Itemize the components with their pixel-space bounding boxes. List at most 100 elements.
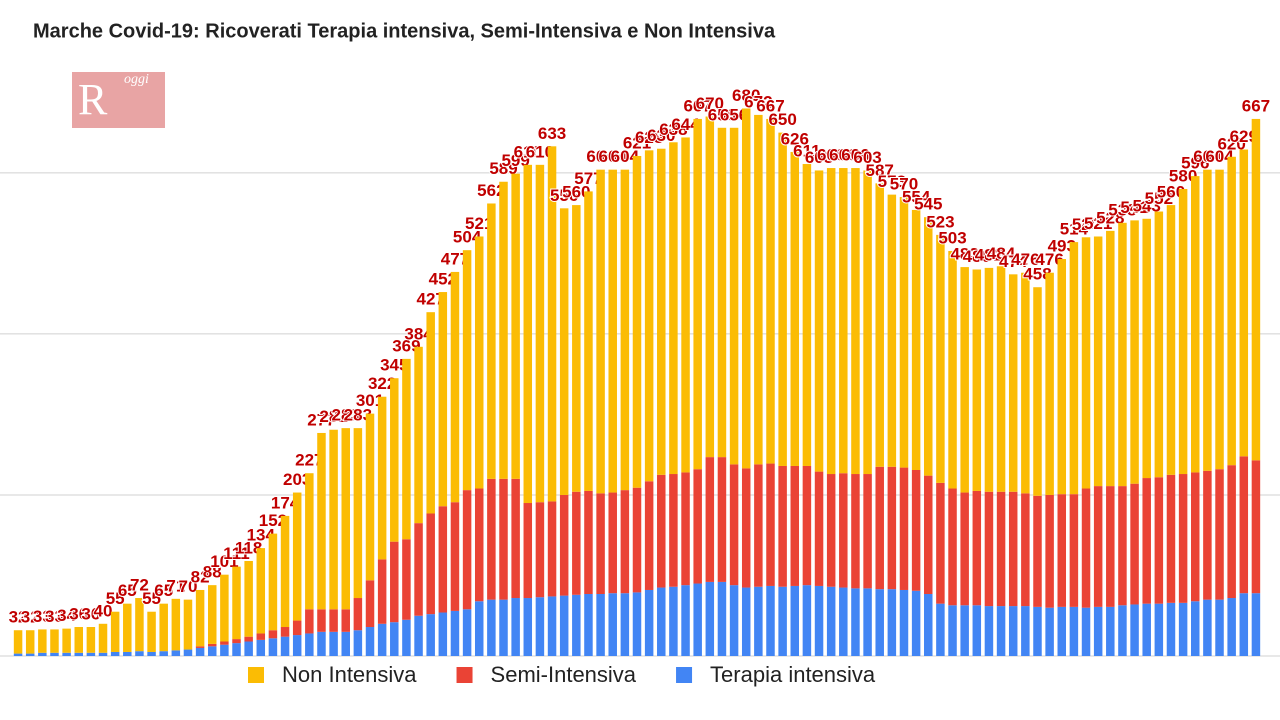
total-label: 101 <box>210 552 238 571</box>
bar-segment <box>875 589 884 656</box>
total-label: 70 <box>179 577 198 596</box>
bar-segment <box>693 118 702 470</box>
total-label: 633 <box>538 124 566 143</box>
logo-letter: R <box>78 75 108 124</box>
bar-segment <box>329 429 338 610</box>
bar-segment <box>353 630 363 656</box>
bar-segment <box>1203 169 1212 471</box>
total-label: 610 <box>526 142 554 161</box>
bar-segment <box>741 468 751 588</box>
bar-segment <box>50 629 59 653</box>
bar-segment <box>523 503 533 599</box>
bar-segment <box>244 641 253 656</box>
bar-segment <box>25 653 35 656</box>
total-label: 610 <box>514 142 542 161</box>
bar-segment <box>899 589 909 656</box>
bar-segment <box>365 627 375 656</box>
bar-segment <box>911 470 921 591</box>
bar-segment <box>717 457 727 582</box>
bar-segment <box>839 473 848 588</box>
bar-segment <box>183 649 193 656</box>
bar-segment <box>814 170 824 472</box>
bar-segment <box>717 127 727 458</box>
bar-segment <box>766 585 775 656</box>
bar-segment <box>984 491 994 607</box>
bar-segment <box>669 586 678 656</box>
bar-segment <box>268 630 278 639</box>
bar-segment <box>1227 156 1236 466</box>
bar-segment <box>402 358 411 540</box>
bar-segment <box>632 487 642 593</box>
bar-segment <box>547 596 557 656</box>
bar-segment <box>390 541 399 623</box>
bar-segment <box>171 598 181 651</box>
legend-label: Terapia intensiva <box>710 662 876 687</box>
bar-segment <box>1093 606 1103 656</box>
bar-segment <box>183 599 193 650</box>
bar-segment <box>207 585 217 644</box>
bar-segment <box>1142 603 1151 656</box>
total-label: 36 <box>69 604 88 623</box>
bar-segment <box>195 647 205 656</box>
bar-segment <box>705 581 715 656</box>
bar-segment <box>875 466 884 590</box>
bar-segment <box>948 250 957 489</box>
bar-segment <box>511 598 520 656</box>
bar-segment <box>863 588 872 656</box>
total-label: 493 <box>1048 237 1076 256</box>
bar-segment <box>608 492 617 594</box>
bar-segment <box>754 464 763 587</box>
legend-swatch <box>248 667 264 683</box>
bar-segment <box>1215 169 1224 470</box>
bar-segment <box>487 203 496 479</box>
bar-segment <box>1021 606 1030 656</box>
bar-segment <box>754 586 763 656</box>
bar-segment <box>741 587 751 656</box>
bar-segment <box>608 169 617 493</box>
bar-segment <box>499 181 508 479</box>
bar-segment <box>74 627 83 653</box>
bar-segment <box>1008 274 1018 492</box>
total-label: 604 <box>599 147 628 166</box>
bar-segment <box>38 652 47 656</box>
bar-segment <box>438 612 448 656</box>
bar-segment <box>135 598 144 652</box>
bar-segment <box>1166 205 1176 475</box>
bar-segment <box>329 609 338 632</box>
total-label: 656 <box>720 105 748 124</box>
bar-segment <box>462 490 472 610</box>
bar-segment <box>280 636 290 656</box>
bar-segment <box>438 506 448 613</box>
total-label: 345 <box>380 356 408 375</box>
total-label: 556 <box>550 186 578 205</box>
bar-segment <box>159 603 168 652</box>
bar-segment <box>159 651 168 656</box>
total-label: 573 <box>878 172 906 191</box>
bar-segment <box>462 609 472 656</box>
total-label: 36 <box>81 604 100 623</box>
bar-segment <box>559 595 569 656</box>
bar-segment <box>875 183 884 467</box>
bar-segment <box>729 585 739 656</box>
bar-segment <box>474 601 484 656</box>
bar-segment <box>984 267 994 492</box>
bar-segment <box>232 643 241 656</box>
bar-segment <box>207 643 217 647</box>
bar-segment <box>1251 118 1261 461</box>
bar-segment <box>778 586 787 656</box>
bar-segment <box>1130 604 1139 656</box>
total-label: 621 <box>623 133 651 152</box>
bar-segment <box>1033 606 1042 656</box>
bar-segment <box>499 599 508 656</box>
bar-segment <box>317 432 326 610</box>
bar-segment <box>1033 287 1042 496</box>
bar-segment <box>681 137 690 473</box>
bar-segment <box>365 580 375 628</box>
total-label: 281 <box>319 407 347 426</box>
bar-segment <box>802 164 812 466</box>
total-label: 55 <box>142 589 161 608</box>
legend-swatch <box>456 667 473 683</box>
bar-segment <box>123 603 132 652</box>
bar-segment <box>1166 474 1176 603</box>
bar-segment <box>1178 188 1188 475</box>
